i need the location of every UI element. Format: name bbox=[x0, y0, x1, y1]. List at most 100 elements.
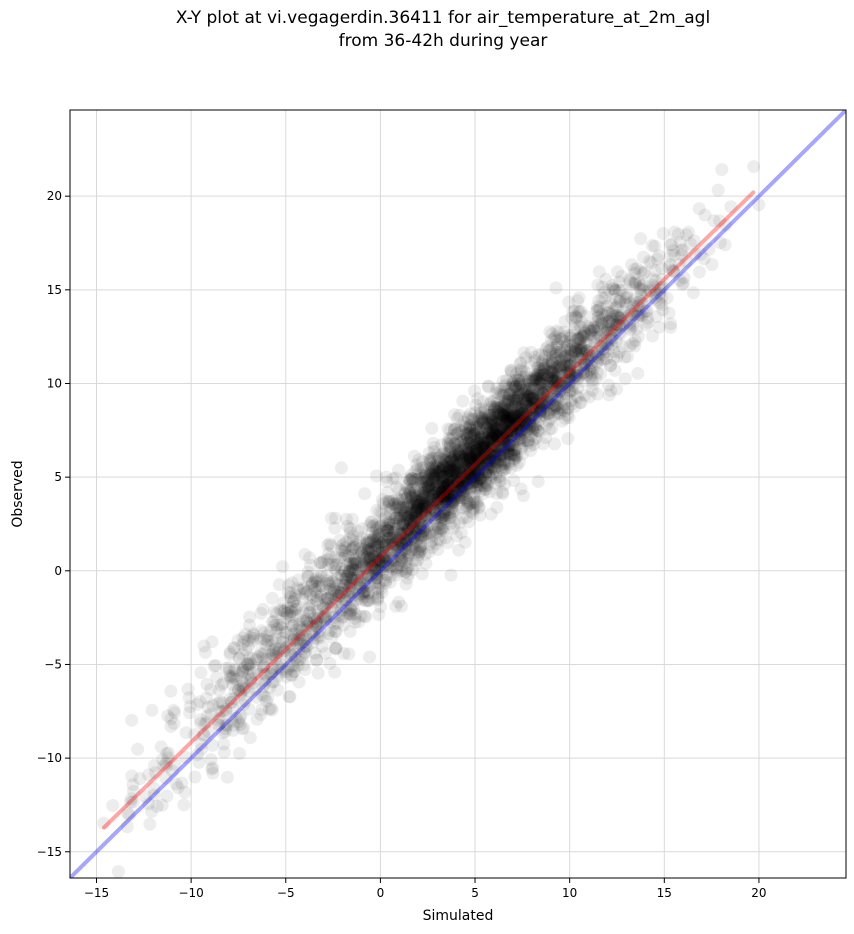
scatter-point bbox=[164, 719, 178, 733]
scatter-point bbox=[315, 556, 329, 570]
scatter-point bbox=[190, 697, 204, 711]
scatter-point bbox=[561, 402, 575, 416]
scatter-point bbox=[437, 477, 451, 491]
scatter-point bbox=[542, 414, 556, 428]
scatter-point bbox=[611, 265, 624, 279]
scatter-point bbox=[254, 645, 268, 659]
scatter-point bbox=[412, 502, 426, 516]
scatter-point bbox=[326, 595, 340, 609]
scatter-point bbox=[310, 653, 324, 667]
scatter-point bbox=[535, 355, 549, 369]
scatter-point bbox=[435, 447, 449, 461]
scatter-point bbox=[645, 239, 659, 252]
scatter-point bbox=[468, 384, 481, 398]
x-tick-label: 5 bbox=[471, 886, 479, 900]
scatter-point bbox=[533, 400, 547, 414]
scatter-point bbox=[472, 458, 486, 471]
scatter-point bbox=[422, 479, 436, 492]
scatter-point bbox=[334, 543, 348, 557]
scatter-point bbox=[607, 345, 621, 359]
scatter-point bbox=[458, 484, 472, 498]
scatter-point bbox=[328, 577, 342, 591]
scatter-point bbox=[309, 571, 323, 585]
scatter-point bbox=[265, 634, 279, 648]
scatter-point bbox=[335, 562, 349, 575]
scatter-point bbox=[468, 427, 482, 441]
x-tick-label: −10 bbox=[178, 886, 203, 900]
scatter-point bbox=[559, 359, 573, 373]
scatter-point bbox=[471, 475, 485, 489]
scatter-point bbox=[454, 471, 468, 485]
scatter-point bbox=[666, 263, 680, 277]
scatter-point bbox=[362, 569, 376, 582]
scatter-point bbox=[412, 494, 426, 508]
scatter-point bbox=[356, 581, 369, 595]
scatter-point bbox=[338, 541, 352, 555]
scatter-point bbox=[473, 442, 487, 456]
scatter-point bbox=[287, 595, 300, 609]
scatter-point bbox=[479, 457, 493, 471]
scatter-point bbox=[440, 489, 454, 503]
scatter-point bbox=[506, 438, 520, 452]
scatter-point bbox=[387, 537, 401, 551]
scatter-point bbox=[443, 492, 457, 506]
scatter-point bbox=[531, 397, 545, 411]
scatter-point bbox=[435, 485, 449, 499]
scatter-point bbox=[436, 469, 450, 482]
scatter-point bbox=[299, 629, 313, 642]
scatter-point bbox=[357, 556, 371, 570]
scatter-point bbox=[425, 461, 439, 475]
scatter-point bbox=[528, 350, 542, 364]
scatter-point bbox=[147, 759, 161, 773]
scatter-point bbox=[311, 604, 325, 618]
scatter-point bbox=[353, 573, 367, 587]
scatter-point bbox=[555, 385, 569, 399]
scatter-point bbox=[472, 500, 486, 513]
scatter-point bbox=[473, 463, 487, 477]
scatter-point bbox=[431, 499, 445, 512]
scatter-point bbox=[543, 365, 557, 379]
scatter-point bbox=[336, 610, 350, 624]
scatter-point bbox=[497, 426, 511, 440]
scatter-point bbox=[536, 437, 550, 451]
scatter-point bbox=[270, 622, 284, 636]
scatter-point bbox=[448, 465, 462, 479]
scatter-point bbox=[502, 395, 516, 409]
scatter-point bbox=[439, 495, 453, 509]
scatter-point bbox=[365, 542, 379, 556]
scatter-point bbox=[572, 343, 586, 357]
scatter-point bbox=[477, 454, 491, 468]
scatter-point bbox=[448, 460, 462, 474]
scatter-point bbox=[624, 296, 638, 310]
scatter-point bbox=[423, 537, 437, 551]
scatter-point bbox=[224, 696, 238, 709]
scatter-point bbox=[489, 400, 503, 414]
scatter-point bbox=[407, 537, 421, 551]
scatter-point bbox=[448, 458, 461, 472]
scatter-point bbox=[512, 411, 526, 424]
scatter-point bbox=[427, 445, 441, 459]
scatter-point bbox=[390, 561, 404, 575]
scatter-point bbox=[269, 632, 282, 646]
scatter-point bbox=[545, 371, 559, 385]
scatter-point bbox=[436, 488, 450, 502]
scatter-point bbox=[517, 364, 531, 378]
scatter-point bbox=[573, 319, 587, 333]
scatter-point bbox=[242, 658, 256, 672]
scatter-point bbox=[491, 404, 505, 418]
scatter-point bbox=[526, 391, 540, 405]
scatter-point bbox=[472, 473, 486, 486]
scatter-point bbox=[307, 612, 321, 626]
scatter-point bbox=[198, 645, 212, 659]
scatter-point bbox=[502, 444, 516, 458]
scatter-point bbox=[504, 415, 518, 429]
scatter-point bbox=[376, 558, 390, 572]
scatter-point bbox=[650, 293, 664, 307]
scatter-point bbox=[473, 458, 487, 472]
scatter-point bbox=[359, 610, 373, 624]
scatter-point bbox=[460, 443, 474, 456]
scatter-point bbox=[550, 340, 564, 354]
scatter-point bbox=[585, 383, 599, 397]
scatter-point bbox=[380, 537, 394, 551]
scatter-point bbox=[525, 381, 539, 395]
